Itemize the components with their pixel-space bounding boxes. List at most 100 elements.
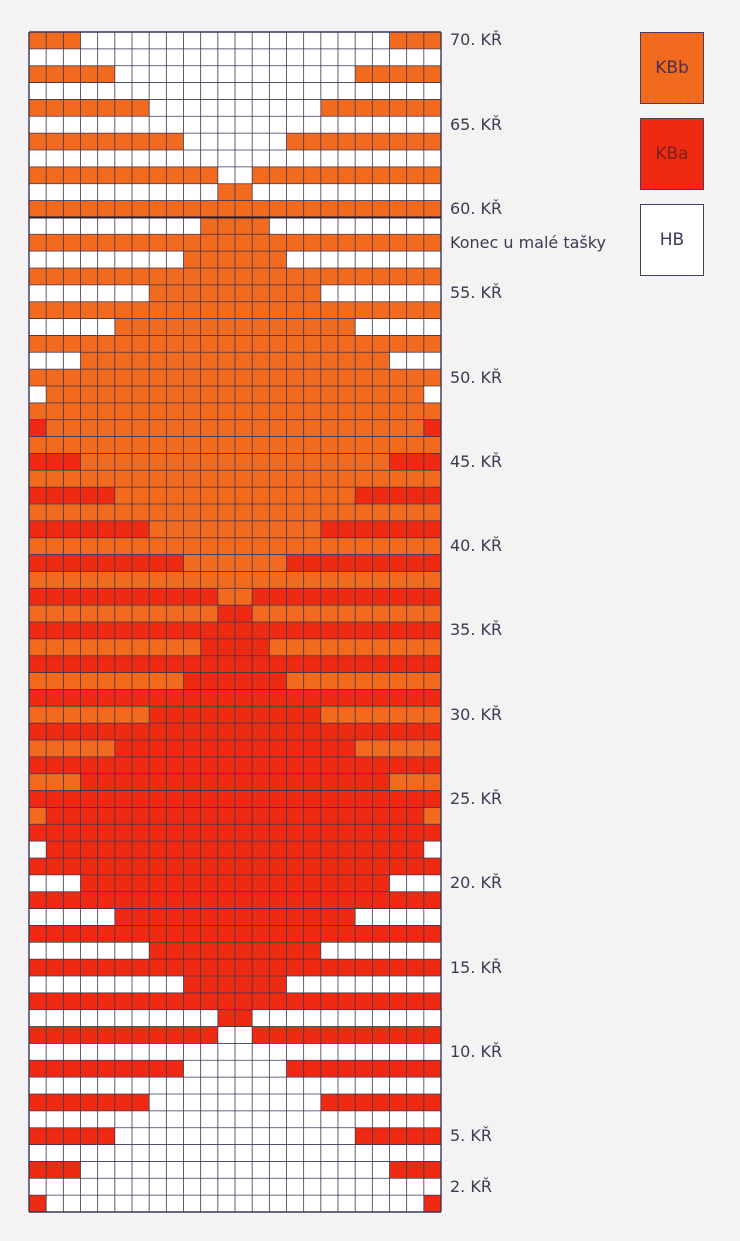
grid-cell — [252, 773, 270, 791]
grid-cell — [269, 1195, 287, 1212]
grid-cell — [29, 402, 47, 420]
grid-cell — [183, 82, 201, 100]
grid-cell — [355, 183, 373, 201]
grid-cell — [389, 1009, 407, 1027]
grid-cell — [200, 824, 218, 842]
grid-cell — [235, 605, 253, 622]
grid-cell — [80, 992, 98, 1010]
grid-cell — [46, 82, 64, 100]
grid-cell — [338, 554, 356, 572]
grid-cell — [423, 470, 441, 488]
grid-cell — [389, 99, 407, 117]
grid-cell — [406, 1026, 424, 1044]
grid-cell — [97, 1077, 115, 1094]
grid-cell — [217, 672, 235, 690]
grid-cell — [132, 807, 150, 825]
grid-cell — [46, 790, 64, 808]
grid-cell — [423, 858, 441, 875]
grid-cell — [252, 1110, 270, 1128]
grid-cell — [200, 436, 218, 454]
grid-cell — [355, 166, 373, 184]
grid-cell — [406, 1195, 424, 1212]
grid-cell — [235, 824, 253, 842]
grid-cell — [149, 858, 167, 875]
grid-cell — [217, 1161, 235, 1179]
grid-cell — [303, 520, 321, 538]
grid-cell — [183, 588, 201, 606]
grid-cell — [149, 807, 167, 825]
grid-cell — [338, 1110, 356, 1128]
grid-cell — [303, 487, 321, 504]
grid-cell — [200, 992, 218, 1010]
grid-cell — [389, 1195, 407, 1212]
grid-cell — [149, 605, 167, 622]
grid-cell — [80, 1178, 98, 1196]
grid-cell — [97, 908, 115, 926]
grid-cell — [389, 217, 407, 235]
grid-cell — [63, 1043, 81, 1061]
grid-cell — [252, 689, 270, 707]
grid-cell — [303, 723, 321, 740]
grid-cell — [149, 419, 167, 437]
row-label: 40. KŘ — [450, 536, 503, 556]
grid-cell — [200, 689, 218, 707]
grid-cell — [269, 453, 287, 471]
grid-cell — [303, 318, 321, 336]
grid-cell — [183, 268, 201, 285]
grid-cell — [46, 150, 64, 167]
grid-cell — [423, 571, 441, 589]
grid-cell — [372, 352, 390, 370]
grid-cell — [132, 689, 150, 707]
grid-cell — [286, 992, 304, 1010]
grid-cell — [389, 32, 407, 49]
grid-cell — [183, 1077, 201, 1094]
grid-cell — [63, 402, 81, 420]
grid-cell — [29, 925, 47, 943]
grid-cell — [80, 402, 98, 420]
grid-cell — [149, 1195, 167, 1212]
grid-cell — [286, 470, 304, 488]
grid-cell — [80, 605, 98, 622]
grid-cell — [338, 723, 356, 740]
grid-cell — [406, 217, 424, 235]
grid-cell — [423, 82, 441, 100]
grid-cell — [235, 116, 253, 134]
grid-cell — [423, 234, 441, 252]
grid-cell — [252, 268, 270, 285]
grid-cell — [217, 150, 235, 167]
grid-cell — [423, 1094, 441, 1111]
grid-cell — [235, 268, 253, 285]
grid-cell — [235, 133, 253, 150]
grid-cell — [63, 1195, 81, 1212]
grid-cell — [406, 807, 424, 825]
grid-cell — [183, 234, 201, 252]
grid-cell — [406, 1043, 424, 1061]
grid-cell — [320, 318, 338, 336]
grid-cell — [372, 554, 390, 572]
grid-cell — [149, 824, 167, 842]
grid-cell — [46, 1127, 64, 1145]
grid-cell — [149, 200, 167, 218]
grid-cell — [389, 706, 407, 724]
grid-cell — [269, 689, 287, 707]
grid-cell — [46, 689, 64, 707]
grid-cell — [286, 824, 304, 842]
grid-cell — [406, 773, 424, 791]
grid-cell — [355, 790, 373, 808]
grid-cell — [355, 301, 373, 319]
grid-cell — [200, 520, 218, 538]
grid-cell — [80, 773, 98, 791]
grid-cell — [80, 824, 98, 842]
grid-cell — [235, 402, 253, 420]
grid-cell — [286, 32, 304, 49]
grid-cell — [320, 369, 338, 386]
grid-cell — [338, 976, 356, 993]
grid-cell — [235, 790, 253, 808]
grid-cell — [29, 740, 47, 757]
grid-cell — [63, 740, 81, 757]
grid-cell — [63, 976, 81, 993]
grid-cell — [269, 891, 287, 909]
grid-cell — [269, 588, 287, 606]
grid-cell — [217, 874, 235, 892]
grid-cell — [149, 959, 167, 976]
